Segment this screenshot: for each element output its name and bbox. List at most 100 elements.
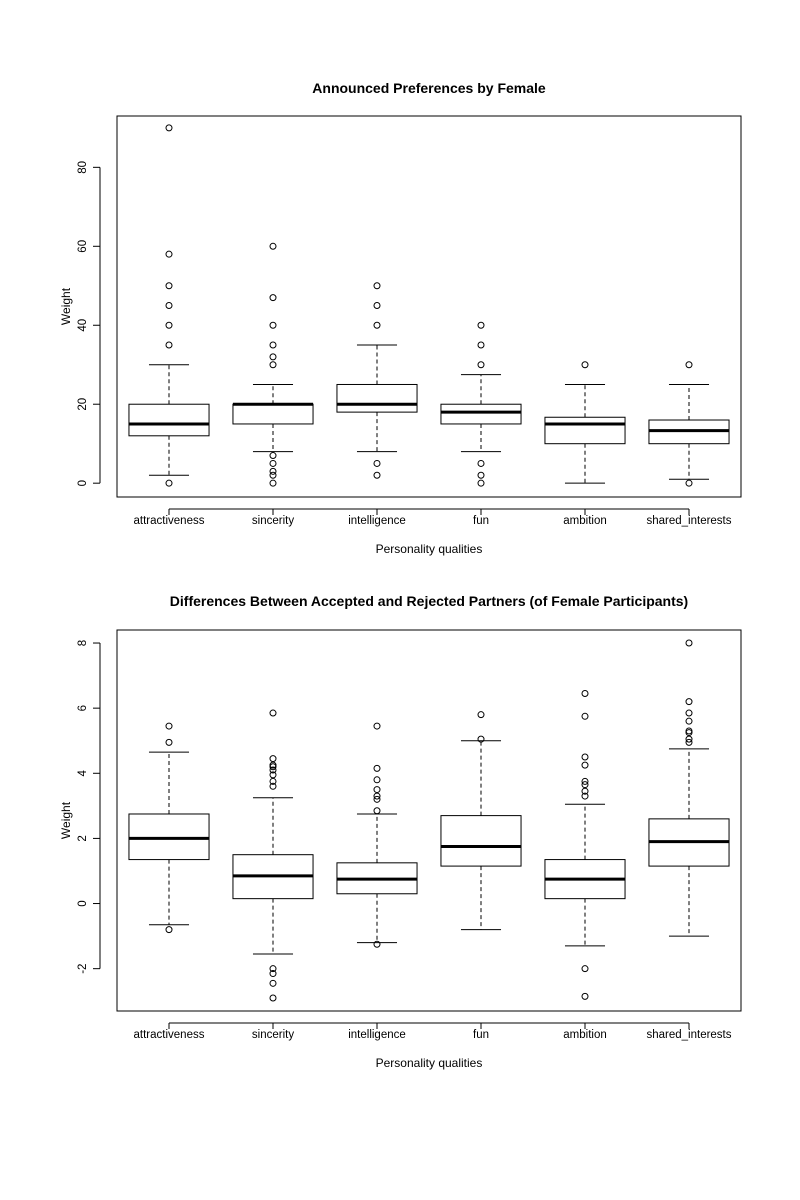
x-tick-label: intelligence xyxy=(348,515,406,527)
outlier-point xyxy=(269,994,277,1002)
outlier-point xyxy=(685,727,693,735)
outlier-point xyxy=(165,250,173,258)
box-ambition xyxy=(544,690,626,1000)
outlier-point xyxy=(165,321,173,329)
outlier-point xyxy=(477,321,485,329)
outlier-point xyxy=(685,738,693,746)
x-tick-label: fun xyxy=(473,515,489,527)
box-intelligence xyxy=(336,282,418,479)
iqr-box xyxy=(232,403,314,425)
x-tick-label: intelligence xyxy=(348,1029,406,1041)
plot-frame xyxy=(116,629,742,1012)
y-tick-label: 20 xyxy=(77,398,89,411)
plot-frame xyxy=(116,115,742,498)
outlier-point xyxy=(373,786,381,794)
outlier-point xyxy=(581,712,589,720)
outlier-point xyxy=(373,764,381,772)
outlier-point xyxy=(269,321,277,329)
outlier-point xyxy=(269,242,277,250)
outlier-point xyxy=(269,755,277,763)
outlier-point xyxy=(581,992,589,1000)
y-tick-label: 6 xyxy=(77,705,89,711)
box-fun xyxy=(440,321,522,487)
x-axis-title: Personality qualities xyxy=(376,542,483,556)
y-tick-label: 0 xyxy=(77,480,89,486)
box-fun xyxy=(440,711,522,931)
box-intelligence xyxy=(336,722,418,948)
outlier-point xyxy=(477,459,485,467)
outlier-point xyxy=(269,777,277,785)
box-shared_interests xyxy=(648,361,730,487)
outlier-point xyxy=(373,302,381,310)
y-tick-label: 40 xyxy=(77,319,89,332)
y-axis-title: Weight xyxy=(59,801,73,839)
outlier-point xyxy=(477,471,485,479)
iqr-box xyxy=(544,416,626,445)
chart-2: Differences Between Accepted and Rejecte… xyxy=(59,593,742,1070)
x-tick-label: fun xyxy=(473,1029,489,1041)
box-sincerity xyxy=(232,709,314,1002)
outlier-point xyxy=(269,341,277,349)
outlier-point xyxy=(581,761,589,769)
outlier-point xyxy=(269,771,277,779)
y-axis-title: Weight xyxy=(59,287,73,325)
x-tick-label: ambition xyxy=(563,1029,606,1041)
outlier-point xyxy=(685,361,693,369)
outlier-point xyxy=(477,711,485,719)
outlier-point xyxy=(373,722,381,730)
box-sincerity xyxy=(232,242,314,487)
y-tick-label: 2 xyxy=(77,835,89,841)
outlier-point xyxy=(269,761,277,769)
outlier-point xyxy=(685,735,693,743)
outlier-point xyxy=(373,795,381,803)
iqr-box xyxy=(128,403,210,437)
iqr-box xyxy=(440,403,522,425)
box-attractiveness xyxy=(128,124,210,487)
box-shared_interests xyxy=(648,639,730,937)
outlier-point xyxy=(685,717,693,725)
y-tick-label: 0 xyxy=(77,900,89,906)
outlier-point xyxy=(269,467,277,475)
outlier-point xyxy=(269,479,277,487)
outlier-point xyxy=(581,753,589,761)
outlier-point xyxy=(373,807,381,815)
outlier-point xyxy=(269,709,277,717)
outlier-point xyxy=(581,965,589,973)
outlier-point xyxy=(581,787,589,795)
outlier-point xyxy=(477,479,485,487)
outlier-point xyxy=(269,782,277,790)
x-tick-label: attractiveness xyxy=(134,1029,205,1041)
outlier-point xyxy=(165,479,173,487)
outlier-point xyxy=(269,452,277,460)
outlier-point xyxy=(581,777,589,785)
outlier-point xyxy=(269,979,277,987)
y-tick-label: 60 xyxy=(77,240,89,253)
y-tick-label: 4 xyxy=(77,769,89,776)
outlier-point xyxy=(581,361,589,369)
chart-title: Announced Preferences by Female xyxy=(312,80,546,96)
outlier-point xyxy=(373,940,381,948)
y-tick-label: 80 xyxy=(77,161,89,174)
outlier-point xyxy=(269,361,277,369)
iqr-box xyxy=(336,383,418,413)
box-ambition xyxy=(544,361,626,484)
outlier-point xyxy=(165,282,173,290)
outlier-point xyxy=(165,302,173,310)
outlier-point xyxy=(269,766,277,774)
outlier-point xyxy=(685,709,693,717)
outlier-point xyxy=(165,738,173,746)
x-tick-label: attractiveness xyxy=(134,515,205,527)
outlier-point xyxy=(685,639,693,647)
outlier-point xyxy=(477,361,485,369)
x-tick-label: shared_interests xyxy=(646,1029,731,1041)
outlier-point xyxy=(269,353,277,361)
x-tick-label: sincerity xyxy=(252,1029,294,1041)
outlier-point xyxy=(165,124,173,132)
chart-title: Differences Between Accepted and Rejecte… xyxy=(170,593,688,609)
chart-1: Announced Preferences by Female 0 20 40 60 80… xyxy=(59,80,742,556)
outlier-point xyxy=(685,479,693,487)
outlier-point xyxy=(269,970,277,978)
x-tick-label: ambition xyxy=(563,515,606,527)
outlier-point xyxy=(581,792,589,800)
outlier-point xyxy=(373,282,381,290)
